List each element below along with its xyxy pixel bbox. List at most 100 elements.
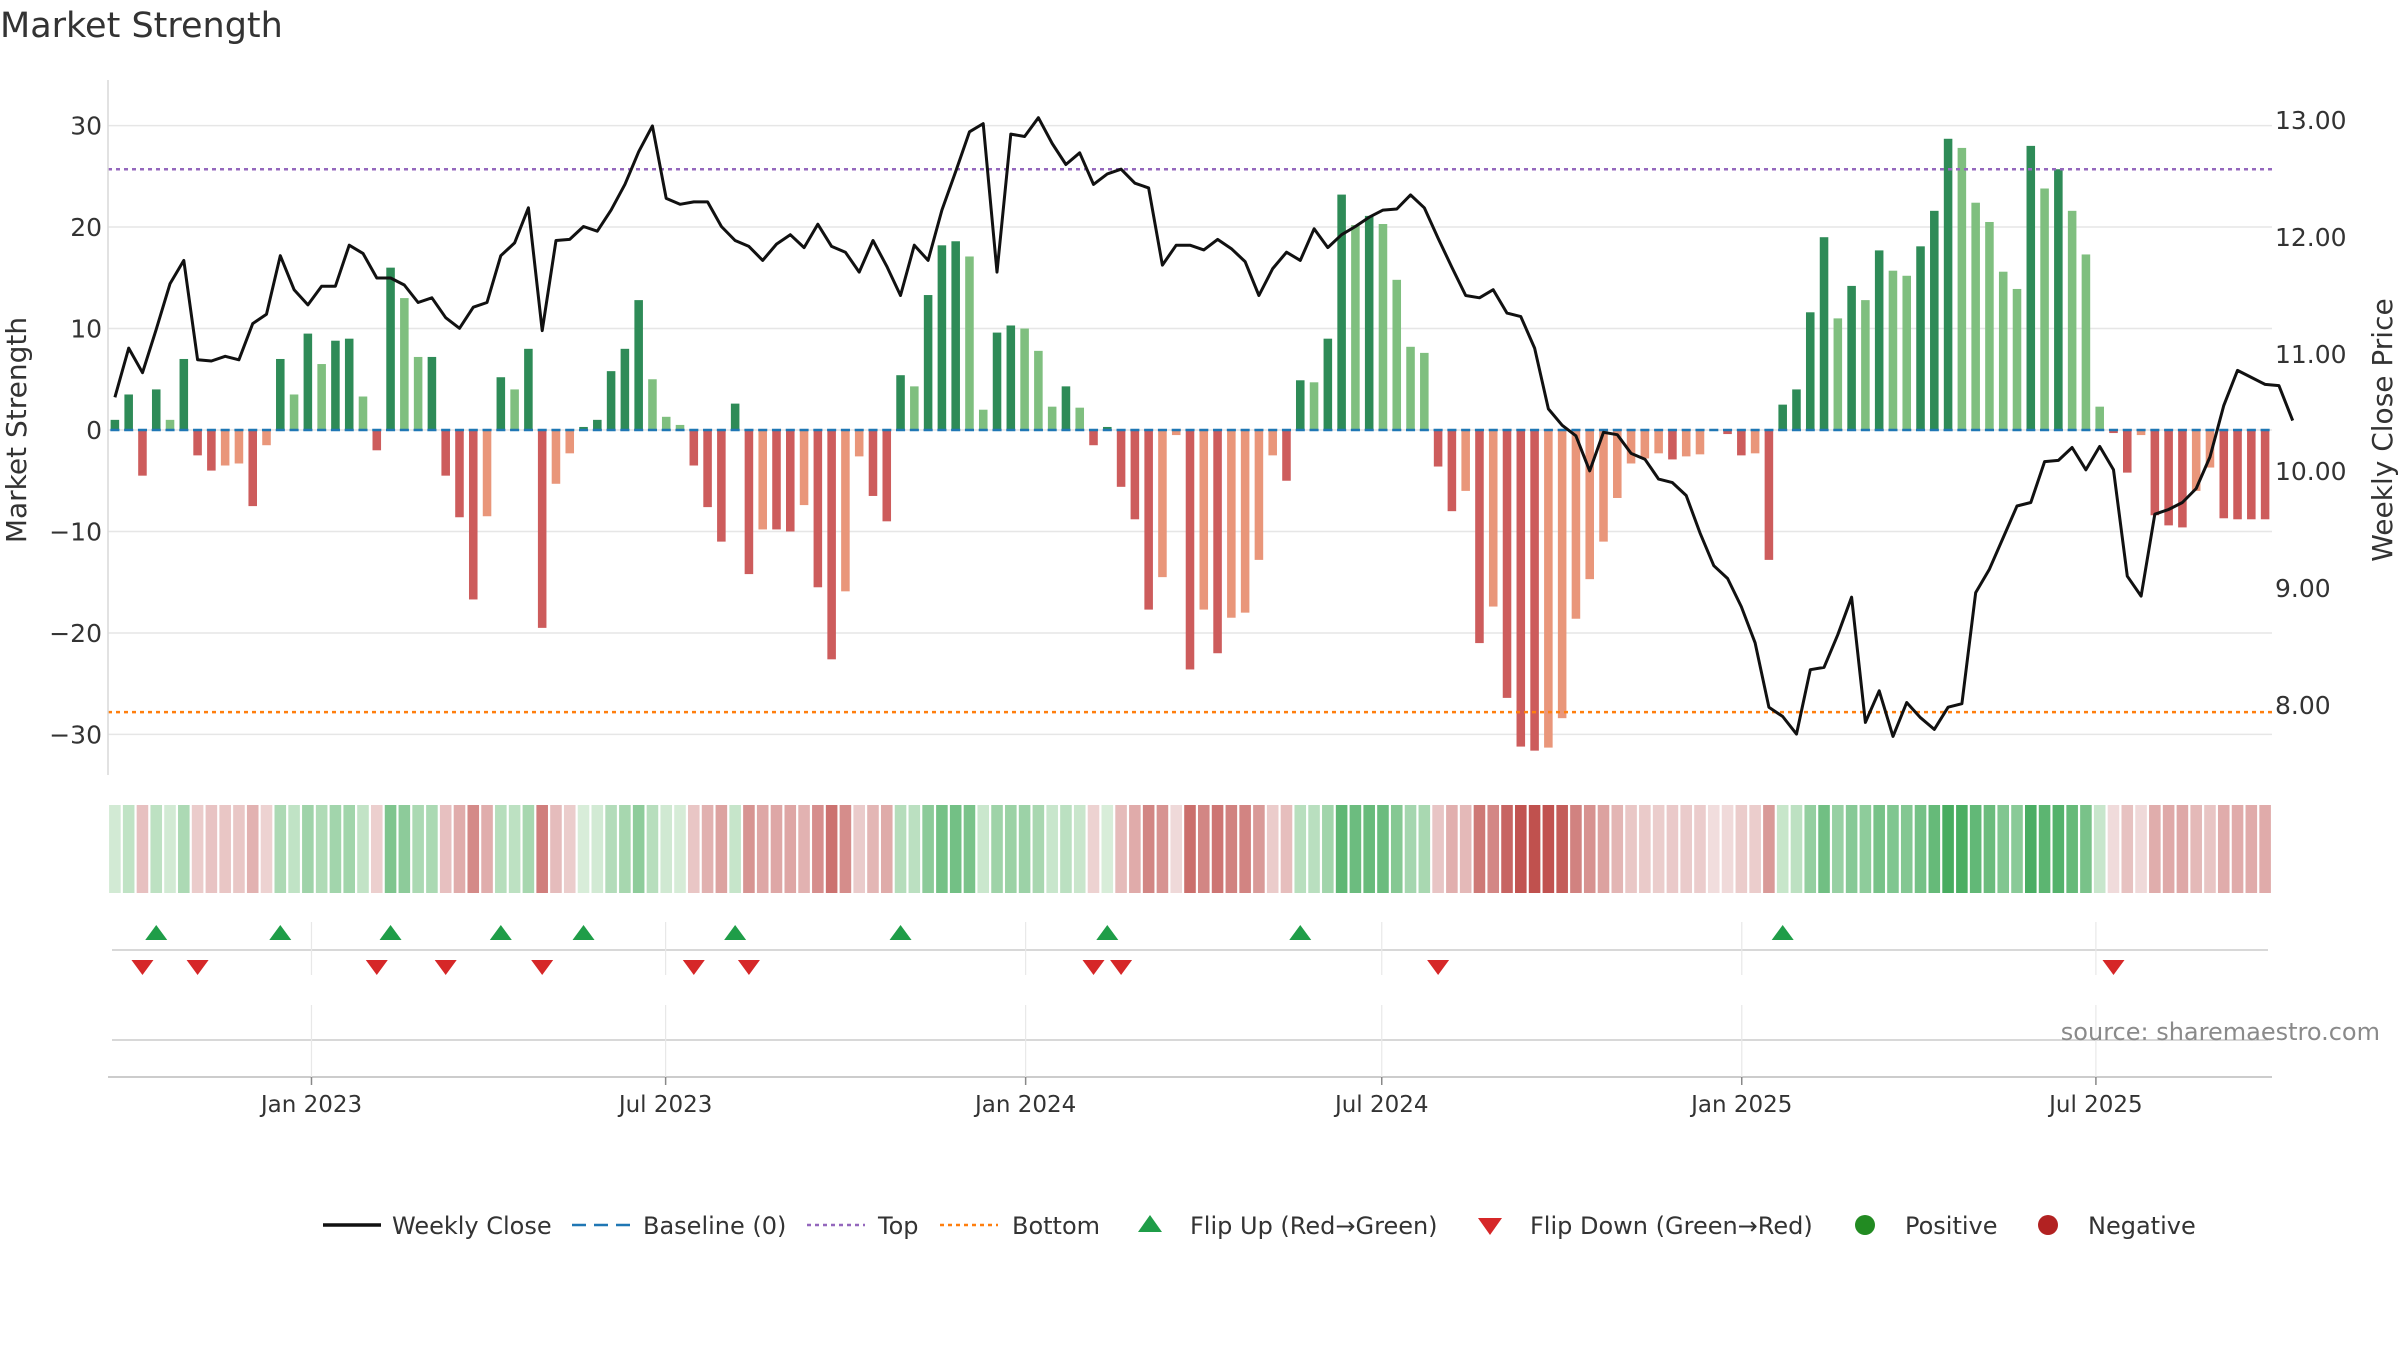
- strength-bar: [854, 430, 864, 457]
- strength-bar: [634, 300, 643, 430]
- strength-strip-cell: [2121, 805, 2134, 893]
- strength-bar: [2012, 288, 2022, 430]
- flip-down-marker: [1082, 960, 1105, 975]
- strength-bar: [937, 245, 947, 430]
- strength-bar: [1613, 430, 1622, 498]
- strength-strip-cell: [660, 805, 673, 893]
- strength-strip-cell: [274, 805, 287, 893]
- chart-title: Market Strength: [0, 6, 283, 46]
- strength-bar: [620, 348, 630, 430]
- flip-down-marker: [1427, 960, 1450, 975]
- strength-strip-cell: [1611, 805, 1624, 893]
- strength-strip-cell: [1652, 805, 1665, 893]
- strength-strip-cell: [2162, 805, 2175, 893]
- strength-strip-cell: [701, 805, 714, 893]
- legend-label: Baseline (0): [643, 1212, 786, 1240]
- flip-up-marker: [1771, 925, 1794, 940]
- strength-bar: [413, 356, 423, 430]
- strength-bar: [1626, 430, 1636, 464]
- strength-bar: [1309, 382, 1319, 430]
- strength-bar: [551, 430, 561, 484]
- strength-bar: [524, 348, 533, 430]
- flip-down-marker: [131, 960, 154, 975]
- strength-bar: [193, 430, 202, 456]
- strength-strip-cell: [1763, 805, 1775, 893]
- strength-bar: [1433, 430, 1443, 467]
- strength-strip-cell: [1735, 805, 1748, 893]
- strength-strip-cell: [1515, 805, 1527, 893]
- strength-strip-cell: [550, 805, 562, 893]
- strength-strip-cell: [1335, 805, 1348, 893]
- strength-strip-cell: [1956, 805, 1968, 893]
- strength-bar: [1047, 406, 1057, 430]
- strength-strip-cell: [2025, 805, 2037, 893]
- right-axis-label: Weekly Close Price: [2366, 298, 2399, 561]
- strength-strip-cell: [1928, 805, 1941, 893]
- strength-strip-cell: [1776, 805, 1789, 893]
- strength-bar: [1461, 430, 1470, 491]
- strength-strip-cell: [315, 805, 328, 893]
- strength-bar: [2067, 210, 2077, 430]
- strength-bar: [386, 267, 395, 430]
- strength-bar: [661, 416, 671, 430]
- strength-strip-cell: [1239, 805, 1251, 893]
- strength-strip-cell: [398, 805, 411, 893]
- strength-strip-cell: [205, 805, 218, 893]
- strength-strip-cell: [1914, 805, 1927, 893]
- strength-bar: [965, 256, 974, 430]
- flip-down-marker: [186, 960, 209, 975]
- strength-strip-cell: [1873, 805, 1885, 893]
- strength-bar: [220, 430, 230, 466]
- flip-up-marker: [889, 925, 912, 940]
- flip-down-marker: [531, 960, 554, 975]
- strength-strip-cell: [1101, 805, 1114, 893]
- strength-bar: [565, 430, 575, 454]
- strength-strip-cell: [1142, 805, 1155, 893]
- strength-bar: [675, 424, 685, 430]
- strength-bar: [1557, 430, 1567, 719]
- strength-strip-cell: [1666, 805, 1679, 893]
- flip-up-marker: [1096, 925, 1119, 940]
- strength-strip-cell: [1804, 805, 1817, 893]
- strength-bar: [1475, 430, 1484, 644]
- strength-strip-cell: [2080, 805, 2092, 893]
- strength-bar: [1585, 430, 1594, 580]
- strength-strip-cell: [302, 805, 314, 893]
- strength-strip-cell: [2052, 805, 2065, 893]
- strength-bar: [1833, 318, 1843, 430]
- legend-label: Flip Down (Green→Red): [1530, 1212, 1813, 1240]
- strength-strip-cell: [508, 805, 521, 893]
- strength-strip-cell: [1225, 805, 1238, 893]
- strength-bar: [331, 340, 340, 430]
- strength-strip-cell: [894, 805, 907, 893]
- strength-bar: [882, 430, 892, 522]
- legend-swatch-down-triangle: [1478, 1218, 1502, 1235]
- right-tick-label: 11.00: [2275, 340, 2347, 369]
- strength-strip-cell: [439, 805, 452, 893]
- strength-bar: [1351, 225, 1360, 430]
- legend-label: Bottom: [1012, 1212, 1100, 1240]
- strength-strip-cell: [1625, 805, 1637, 893]
- strength-bar: [1199, 430, 1209, 610]
- right-tick-label: 10.00: [2275, 457, 2347, 486]
- strength-bar: [1544, 430, 1553, 748]
- strength-bar: [772, 430, 781, 530]
- strength-bar: [1971, 202, 1980, 430]
- strength-bar: [1116, 430, 1126, 487]
- strength-bar: [1654, 430, 1663, 454]
- right-tick-label: 12.00: [2275, 223, 2347, 252]
- strength-strip-cell: [2093, 805, 2106, 893]
- reference-lines: [108, 167, 2272, 714]
- regime-strip: [109, 805, 2271, 893]
- right-tick-label: 9.00: [2275, 574, 2331, 603]
- strength-strip-cell: [1294, 805, 1307, 893]
- strength-strip-cell: [936, 805, 948, 893]
- strength-bar: [1599, 430, 1608, 542]
- strength-strip-cell: [1322, 805, 1334, 893]
- strength-strip-cell: [619, 805, 631, 893]
- left-axis-label: Market Strength: [0, 317, 33, 543]
- strength-strip-cell: [1377, 805, 1389, 893]
- strength-strip-cell: [784, 805, 797, 893]
- strength-bar: [1103, 426, 1112, 430]
- strength-strip-cell: [756, 805, 769, 893]
